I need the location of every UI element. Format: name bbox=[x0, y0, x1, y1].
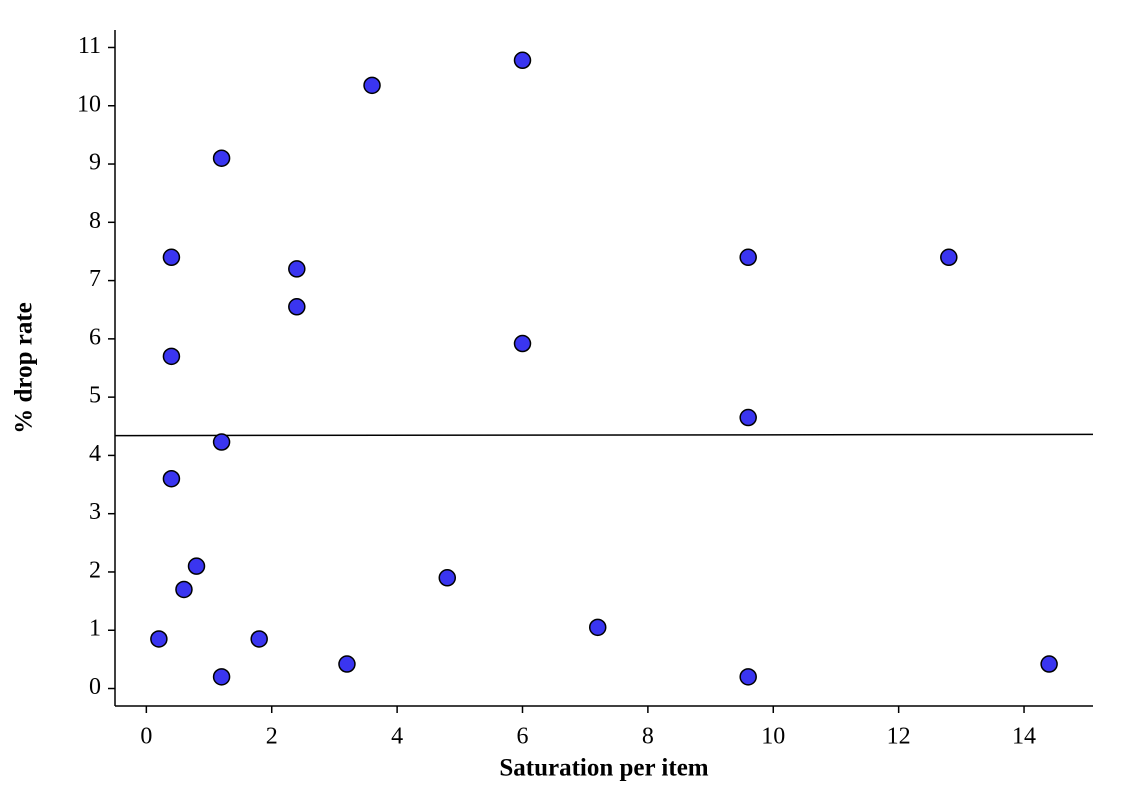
point bbox=[338, 655, 356, 673]
y-tick-label: 10 bbox=[77, 91, 101, 117]
point bbox=[212, 149, 231, 167]
x-tick-label: 14 bbox=[1012, 724, 1036, 750]
x-tick-label: 12 bbox=[887, 724, 911, 750]
point bbox=[739, 248, 757, 267]
point bbox=[513, 51, 532, 70]
y-tick-label: 5 bbox=[89, 383, 101, 409]
point bbox=[739, 408, 757, 427]
x-axis-title: Saturation per item bbox=[499, 755, 708, 782]
point bbox=[438, 569, 457, 587]
point bbox=[1040, 655, 1058, 673]
y-tick-label: 1 bbox=[89, 616, 101, 642]
y-axis-title: % drop rate bbox=[11, 302, 38, 433]
point bbox=[150, 630, 168, 648]
y-tick-label: 7 bbox=[89, 266, 101, 292]
y-tick-label: 3 bbox=[89, 499, 101, 525]
x-tick-label: 2 bbox=[266, 724, 278, 750]
point bbox=[940, 248, 958, 267]
point bbox=[288, 298, 306, 316]
y-tick-label: 11 bbox=[78, 33, 101, 59]
point bbox=[739, 668, 757, 686]
y-tick-label: 9 bbox=[89, 150, 101, 176]
point bbox=[187, 557, 206, 575]
y-tick-label: 8 bbox=[89, 208, 101, 234]
point bbox=[288, 260, 306, 278]
point bbox=[513, 334, 532, 353]
point bbox=[162, 469, 181, 488]
point bbox=[162, 248, 181, 267]
point bbox=[175, 580, 193, 599]
x-tick-label: 4 bbox=[391, 724, 403, 750]
x-tick-label: 10 bbox=[761, 724, 785, 750]
point bbox=[363, 76, 381, 95]
trendline bbox=[114, 433, 1094, 437]
point bbox=[250, 630, 268, 648]
y-tick-label: 0 bbox=[89, 674, 101, 700]
y-tick-label: 4 bbox=[89, 441, 101, 467]
point bbox=[162, 347, 181, 366]
x-tick-label: 6 bbox=[517, 724, 529, 750]
x-tick-label: 8 bbox=[642, 724, 654, 750]
y-tick-label: 2 bbox=[89, 557, 101, 583]
y-tick-label: 6 bbox=[89, 324, 101, 350]
point bbox=[212, 433, 231, 451]
x-tick-label: 0 bbox=[140, 724, 152, 750]
point bbox=[588, 618, 607, 637]
point bbox=[212, 668, 231, 686]
